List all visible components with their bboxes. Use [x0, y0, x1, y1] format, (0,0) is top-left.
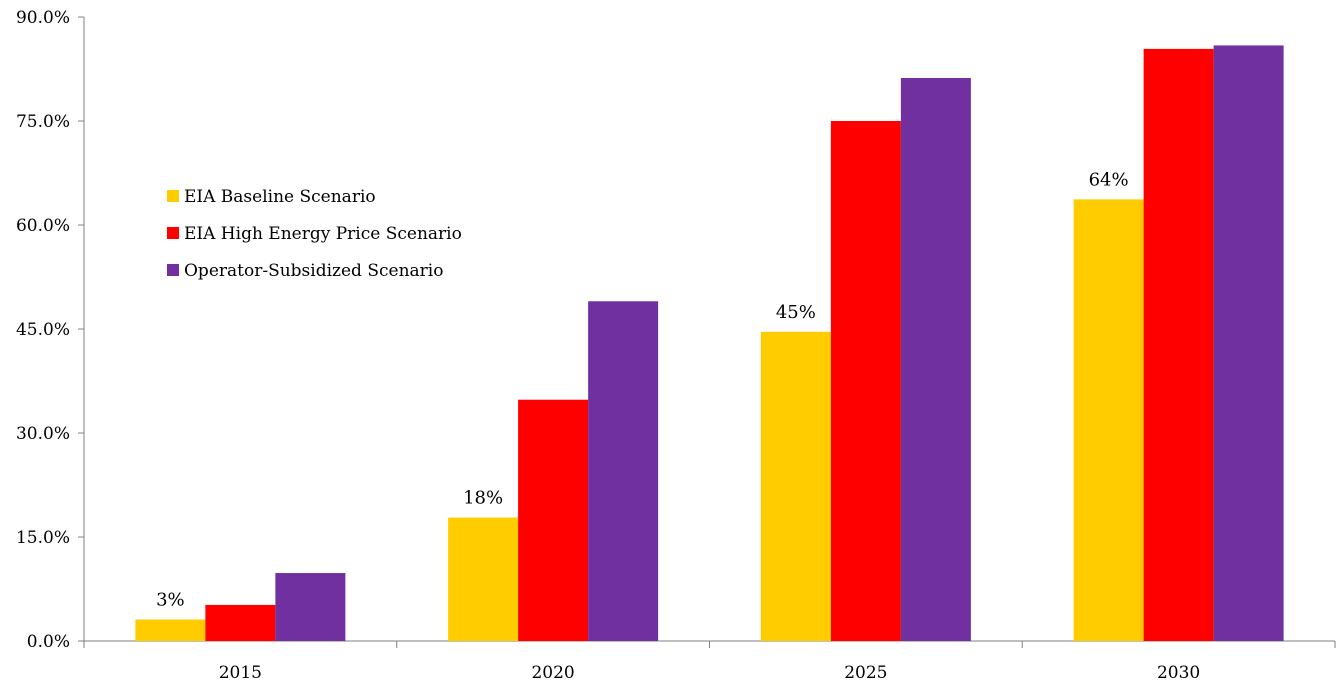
bar [1073, 199, 1144, 641]
legend-swatch [167, 190, 179, 202]
bar [1143, 48, 1214, 642]
legend-label: Operator-Subsidized Scenario [184, 261, 443, 281]
bars [135, 45, 1284, 642]
legend-swatch [167, 227, 179, 239]
bar [830, 121, 901, 641]
bar [275, 573, 346, 641]
legend-swatch [167, 264, 179, 276]
legend-label: EIA High Energy Price Scenario [184, 224, 462, 244]
y-tick-label: 90.0% [16, 8, 70, 28]
bar [1213, 45, 1284, 642]
data-label: 64% [1089, 169, 1129, 190]
y-tick-label: 75.0% [16, 112, 70, 132]
bar [588, 301, 659, 641]
data-label: 3% [156, 590, 185, 611]
y-tick-label: 0.0% [27, 632, 70, 652]
bar [205, 604, 276, 641]
data-label: 18% [463, 488, 503, 509]
bar [135, 619, 206, 641]
x-tick-label: 2015 [219, 663, 262, 683]
data-label: 45% [776, 302, 816, 323]
x-tick-label: 2030 [1157, 663, 1200, 683]
bar [448, 517, 519, 641]
axes: 0.0% 15.0% 30.0% 45.0% 60.0% 75.0% 90.0% 2015 20… [16, 8, 1336, 683]
legend-label: EIA Baseline Scenario [184, 187, 376, 207]
bar [518, 399, 589, 641]
y-tick-label: 30.0% [16, 424, 70, 444]
bar [760, 331, 831, 641]
legend: EIA Baseline Scenario EIA High Energy Pri… [167, 187, 462, 281]
y-tick-label: 45.0% [16, 320, 70, 340]
y-tick-label: 60.0% [16, 216, 70, 236]
data-labels: 3% 18% 45% 64% [156, 169, 1129, 610]
y-tick-label: 15.0% [16, 528, 70, 548]
bar [900, 78, 971, 642]
x-tick-label: 2020 [531, 663, 574, 683]
x-tick-label: 2025 [844, 663, 887, 683]
